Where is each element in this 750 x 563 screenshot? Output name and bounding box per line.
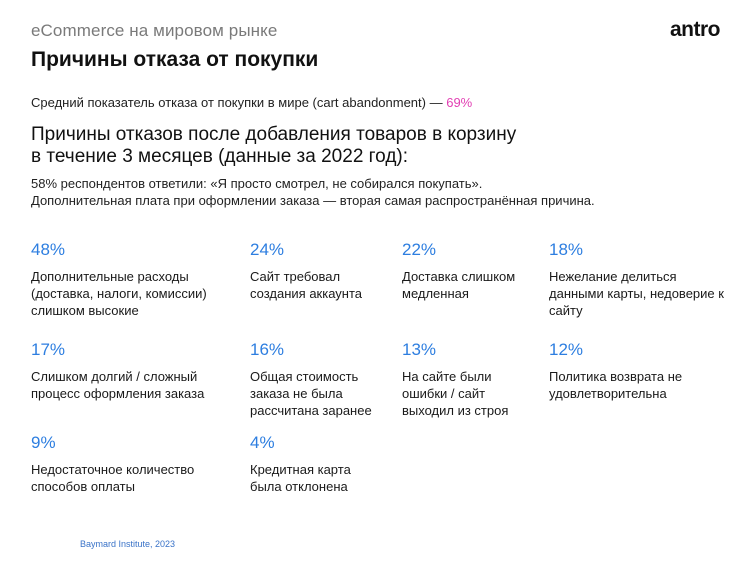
stat-value: 48% [31,240,66,259]
section-heading-line-1: Причины отказов после добавления товаров… [31,124,517,145]
stat-item: 12% Политика возврата не удовлетворитель… [549,340,724,402]
stat-item: 18% Нежелание делиться данными карты, не… [549,240,724,319]
stat-item: 16% Общая стоимость заказа не была рассч… [250,340,385,419]
section-heading: Причины отказов после добавления товаров… [31,124,551,168]
stat-label: Кредитная карта была отклонена [250,462,351,494]
stat-item: 4% Кредитная карта была отклонена [250,433,375,495]
stat-item: 9% Недостаточное количество способов опл… [31,433,216,495]
stat-value: 24% [250,240,285,259]
section-note-line-2: Дополнительная плата при оформлении зака… [31,193,595,208]
stat-label: Доставка слишком медленная [402,269,516,301]
stat-label: Нежелание делиться данными карты, недове… [549,269,724,318]
stat-value: 13% [402,340,437,359]
stat-value: 22% [402,240,437,259]
average-value: 69% [446,95,473,110]
stat-item: 24% Сайт требовал создания аккаунта [250,240,380,302]
stat-value: 16% [250,340,285,359]
section-heading-line-2: в течение 3 месяцев (данные за 2022 год)… [31,146,409,167]
stat-value: 18% [549,240,584,259]
stat-label: Недостаточное количество способов оплаты [31,462,195,494]
stat-label: Дополнительные расходы (доставка, налоги… [31,269,207,318]
source-credit: Baymard Institute, 2023 [80,539,176,549]
stat-item: 13% На сайте были ошибки / сайт выходил … [402,340,527,419]
average-abandonment: Средний показатель отказа от покупки в м… [31,95,472,110]
stat-item: 22% Доставка слишком медленная [402,240,527,302]
page-title: Причины отказа от покупки [31,48,319,71]
stat-label: На сайте были ошибки / сайт выходил из с… [402,369,509,418]
stat-item: 48% Дополнительные расходы (доставка, на… [31,240,216,319]
stat-label: Слишком долгий / сложный процесс оформле… [31,369,205,401]
stat-value: 9% [31,433,56,452]
stat-item: 17% Слишком долгий / сложный процесс офо… [31,340,216,402]
section-note-line-1: 58% респондентов ответили: «Я просто смо… [31,176,483,191]
stat-label: Сайт требовал создания аккаунта [250,269,363,301]
stat-label: Общая стоимость заказа не была рассчитан… [250,369,372,418]
section-note: 58% респондентов ответили: «Я просто смо… [31,175,711,209]
antro-logo: antro [670,18,721,41]
stat-value: 17% [31,340,66,359]
stat-value: 4% [250,433,275,452]
average-text: Средний показатель отказа от покупки в м… [31,95,447,110]
stat-label: Политика возврата не удовлетворительна [549,369,683,401]
stat-value: 12% [549,340,584,359]
kicker: eCommerce на мировом рынке [31,21,278,40]
